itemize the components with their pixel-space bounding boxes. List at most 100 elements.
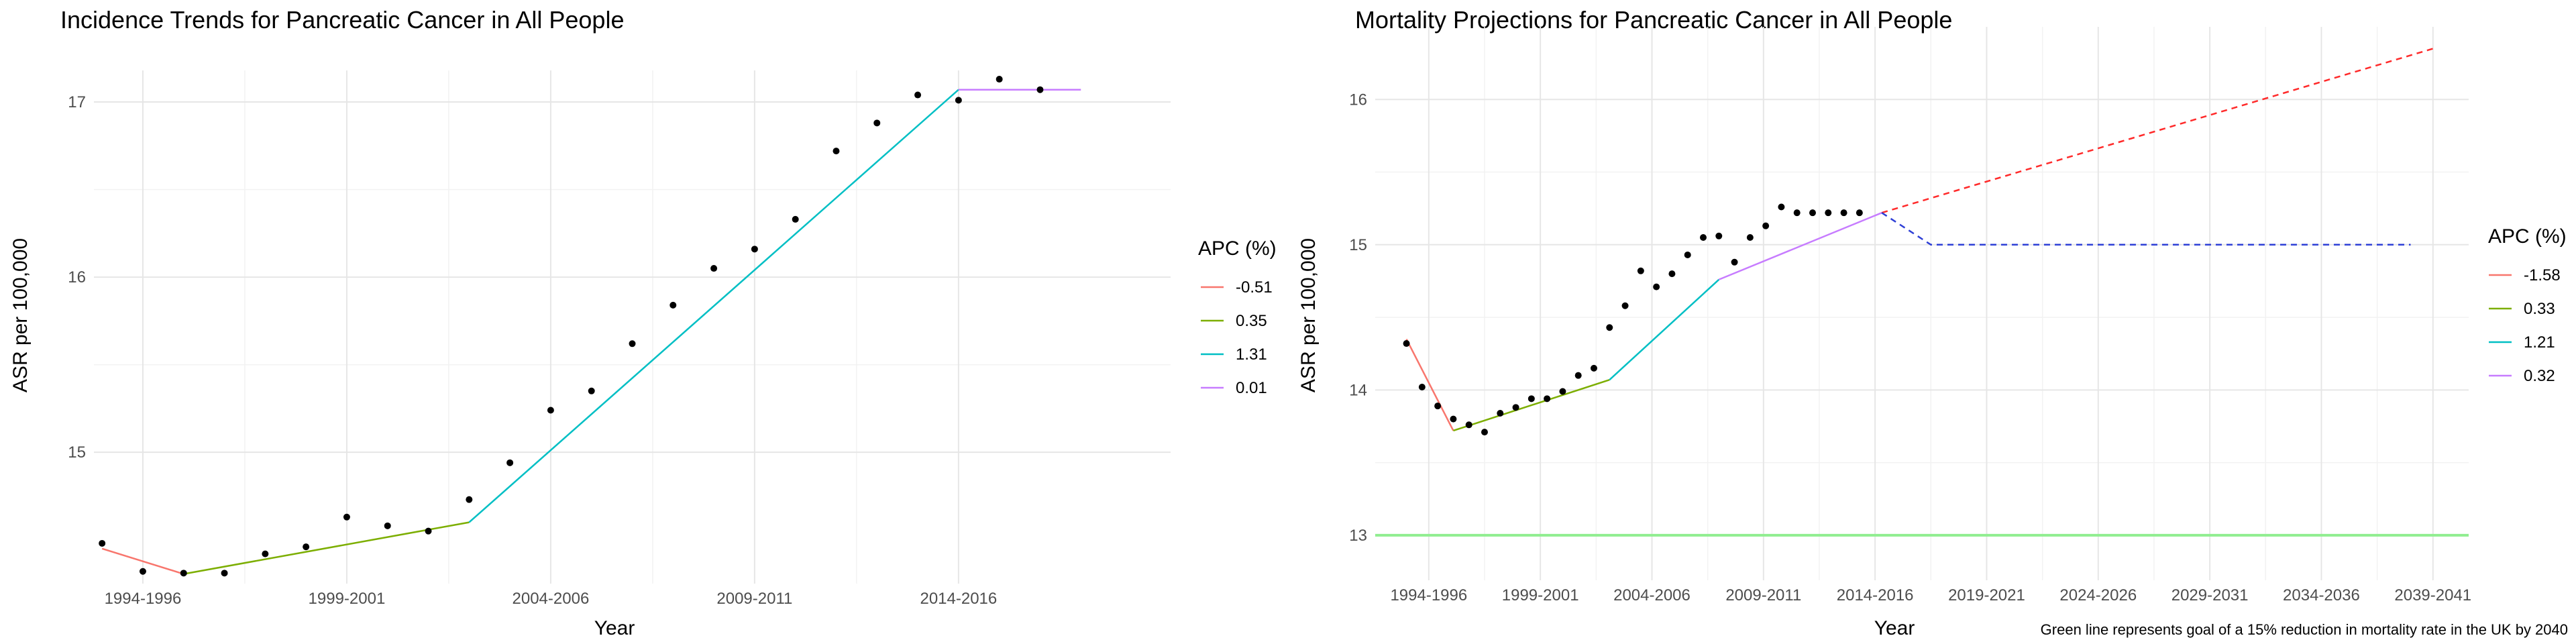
legend-label: 0.32 — [2524, 367, 2555, 385]
data-point — [1840, 209, 1847, 217]
trend-line-apc — [1718, 212, 1882, 280]
x-tick-label: 2024-2026 — [2059, 586, 2137, 604]
data-point — [1574, 372, 1582, 379]
data-point — [710, 265, 718, 272]
x-tick-label: 2034-2036 — [2283, 586, 2360, 604]
chart-caption: Green line represents goal of a 15% redu… — [2041, 621, 2568, 638]
legend-title: APC (%) — [2488, 225, 2567, 248]
data-point — [1450, 415, 1457, 423]
x-tick-label: 2009-2011 — [1725, 586, 1801, 604]
data-point — [1418, 384, 1426, 391]
trend-lines — [1405, 212, 1882, 432]
incidence-chart-panel: Incidence Trends for Pancreatic Cancer i… — [9, 6, 1277, 639]
data-point — [955, 97, 962, 104]
legend-label: 1.31 — [1236, 345, 1267, 364]
data-point — [1793, 209, 1801, 217]
trend-lines — [101, 89, 1081, 575]
trend-line-apc — [1405, 338, 1454, 431]
x-tick-label: 2004-2006 — [1613, 586, 1690, 604]
y-tick-labels: 15 16 17 — [68, 93, 86, 462]
legend-label: 1.21 — [2524, 333, 2555, 352]
data-point — [1606, 324, 1613, 331]
y-tick-label: 15 — [68, 443, 86, 462]
trend-line-apc — [1453, 378, 1610, 432]
data-point — [180, 570, 187, 577]
data-point — [1637, 267, 1644, 274]
data-point — [1591, 364, 1597, 372]
trend-line-apc — [468, 89, 959, 523]
data-point — [669, 301, 677, 309]
legend-title: APC (%) — [1198, 237, 1277, 260]
data-point — [139, 568, 146, 575]
data-point — [1465, 421, 1472, 429]
data-point — [792, 215, 799, 223]
data-point — [1731, 258, 1738, 266]
data-point — [221, 570, 228, 577]
x-tick-label: 1999-2001 — [309, 590, 386, 608]
x-tick-label: 2009-2011 — [716, 590, 792, 608]
legend-label: -1.58 — [2524, 266, 2561, 284]
data-point — [1481, 429, 1488, 436]
x-tick-label: 2014-2016 — [1837, 586, 1914, 604]
x-tick-labels: 1994-1996 1999-2001 2004-2006 2009-2011 2014… — [105, 590, 998, 608]
data-point — [1825, 209, 1832, 217]
data-point — [466, 496, 473, 503]
data-point — [1559, 388, 1566, 395]
chart-title: Mortality Projections for Pancreatic Can… — [1355, 6, 1952, 34]
data-point — [914, 91, 922, 99]
x-tick-labels: 1994-1996 1999-2001 2004-2006 2009-2011 2014… — [1390, 586, 2471, 604]
data-point — [1746, 233, 1754, 241]
legend-label: -0.51 — [1236, 278, 1273, 297]
data-point — [1527, 395, 1535, 402]
data-point — [1434, 402, 1442, 410]
data-point — [1512, 404, 1519, 411]
data-points — [99, 76, 1044, 577]
x-tick-label: 2039-2041 — [2394, 586, 2471, 604]
data-point — [873, 119, 881, 127]
data-point — [1036, 86, 1044, 93]
trend-line-apc — [1609, 278, 1720, 381]
gridlines — [1375, 27, 2469, 580]
data-point — [99, 539, 106, 547]
data-point — [1778, 203, 1785, 211]
y-tick-label: 13 — [1349, 527, 1367, 545]
legend-label: 0.01 — [1236, 379, 1267, 397]
data-point — [629, 340, 636, 347]
data-point — [1684, 251, 1691, 258]
chart-title: Incidence Trends for Pancreatic Cancer i… — [60, 6, 624, 34]
legend-items: -0.51 0.35 1.31 0.01 — [1201, 278, 1273, 397]
legend: APC (%) -0.51 0.35 1.31 0.01 — [1198, 237, 1277, 397]
y-tick-label: 15 — [1349, 236, 1367, 254]
projection-lines — [1881, 48, 2434, 246]
y-axis-label: ASR per 100,000 — [9, 238, 32, 392]
x-tick-label: 2029-2031 — [2171, 586, 2249, 604]
data-point — [1497, 409, 1504, 417]
data-point — [1809, 209, 1816, 217]
y-tick-label: 16 — [1349, 91, 1367, 109]
data-point — [1653, 283, 1660, 290]
data-point — [1700, 233, 1707, 241]
x-axis-label: Year — [1874, 617, 1915, 639]
data-points — [1403, 203, 1863, 436]
data-point — [262, 550, 269, 557]
legend-label: 0.33 — [2524, 300, 2555, 318]
y-tick-label: 16 — [68, 268, 86, 286]
y-tick-labels: 13 14 15 16 — [1349, 91, 1367, 545]
data-point — [1544, 395, 1551, 402]
data-point — [751, 246, 758, 253]
incidence-chart: Incidence Trends for Pancreatic Cancer i… — [9, 6, 1277, 639]
data-point — [384, 522, 391, 529]
x-tick-label: 2014-2016 — [920, 590, 997, 608]
data-point — [425, 527, 432, 535]
data-point — [1715, 232, 1723, 239]
y-tick-label: 14 — [1349, 381, 1367, 399]
trend-line-apc — [101, 547, 184, 575]
data-point — [588, 387, 595, 394]
trend-line-apc — [183, 521, 470, 575]
data-point — [1762, 222, 1770, 229]
x-tick-label: 2019-2021 — [1948, 586, 2025, 604]
data-point — [1621, 302, 1629, 309]
x-tick-label: 1994-1996 — [105, 590, 182, 608]
y-tick-label: 17 — [68, 93, 86, 111]
mortality-chart-panel: Mortality Projections for Pancreatic Can… — [1288, 0, 2576, 644]
